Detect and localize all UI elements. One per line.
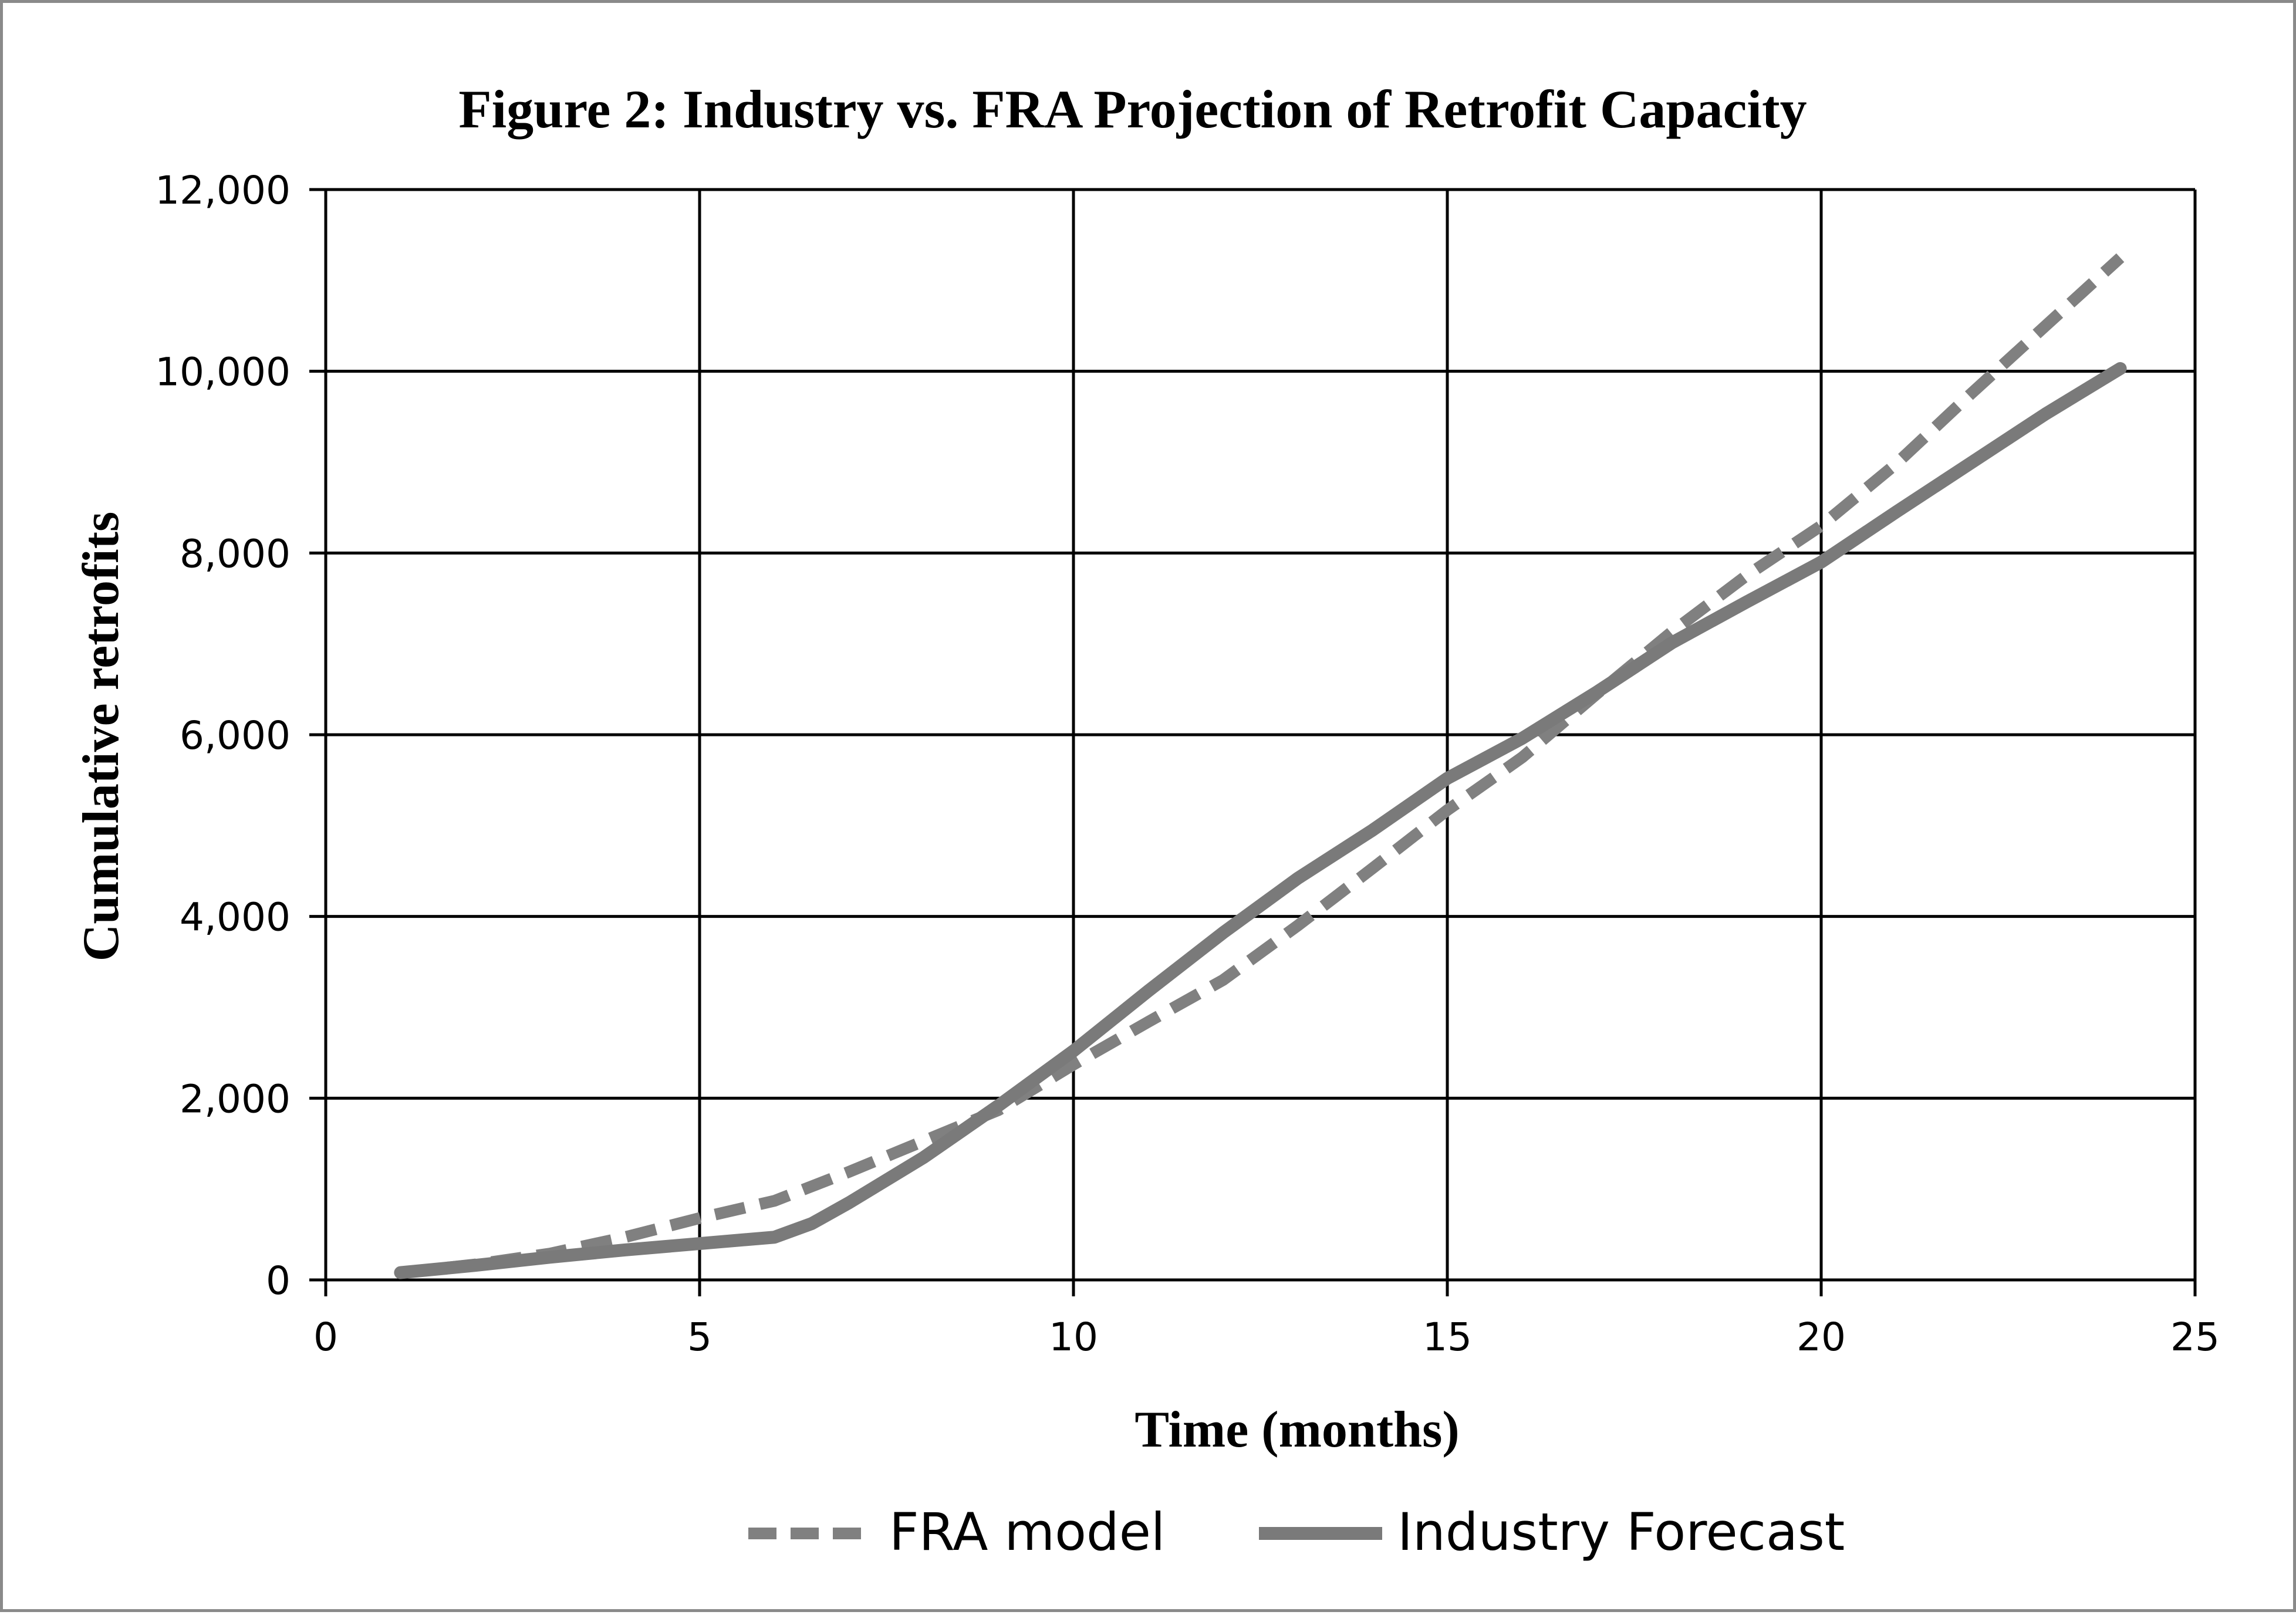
legend-label-fra-model: FRA model bbox=[889, 1502, 1165, 1562]
x-tick-label: 5 bbox=[687, 1315, 712, 1360]
x-tick-label: 20 bbox=[1797, 1315, 1846, 1360]
y-tick-label: 4,000 bbox=[180, 895, 291, 940]
x-tick-labels: 0 5 10 15 20 25 bbox=[313, 1315, 2220, 1360]
series-line-fra-model bbox=[400, 253, 2125, 1279]
x-axis-label: Time (months) bbox=[1135, 1401, 1459, 1458]
y-tick-label: 0 bbox=[266, 1258, 291, 1303]
line-chart: Figure 2: Industry vs. FRA Projection of… bbox=[73, 79, 2220, 1562]
y-tick-label: 8,000 bbox=[180, 531, 291, 576]
chart-title: Figure 2: Industry vs. FRA Projection of… bbox=[458, 79, 1807, 139]
x-tick-label: 10 bbox=[1049, 1315, 1098, 1360]
y-tick-label: 2,000 bbox=[180, 1076, 291, 1121]
series-line-industry-forecast bbox=[394, 362, 2127, 1279]
y-tick-label: 6,000 bbox=[180, 713, 291, 758]
legend: FRA model Industry Forecast bbox=[748, 1502, 1845, 1562]
grid-lines bbox=[309, 188, 2197, 1296]
x-tick-label: 25 bbox=[2170, 1315, 2220, 1360]
y-tick-labels: 0 2,000 4,000 6,000 8,000 10,000 12,000 bbox=[155, 168, 291, 1303]
legend-label-industry-forecast: Industry Forecast bbox=[1397, 1502, 1845, 1562]
series-lines bbox=[394, 253, 2127, 1279]
y-axis-label: Cumulative retrofits bbox=[73, 512, 130, 962]
y-tick-label: 12,000 bbox=[155, 168, 291, 213]
x-tick-label: 15 bbox=[1423, 1315, 1472, 1360]
x-tick-label: 0 bbox=[313, 1315, 338, 1360]
y-tick-label: 10,000 bbox=[155, 350, 291, 395]
